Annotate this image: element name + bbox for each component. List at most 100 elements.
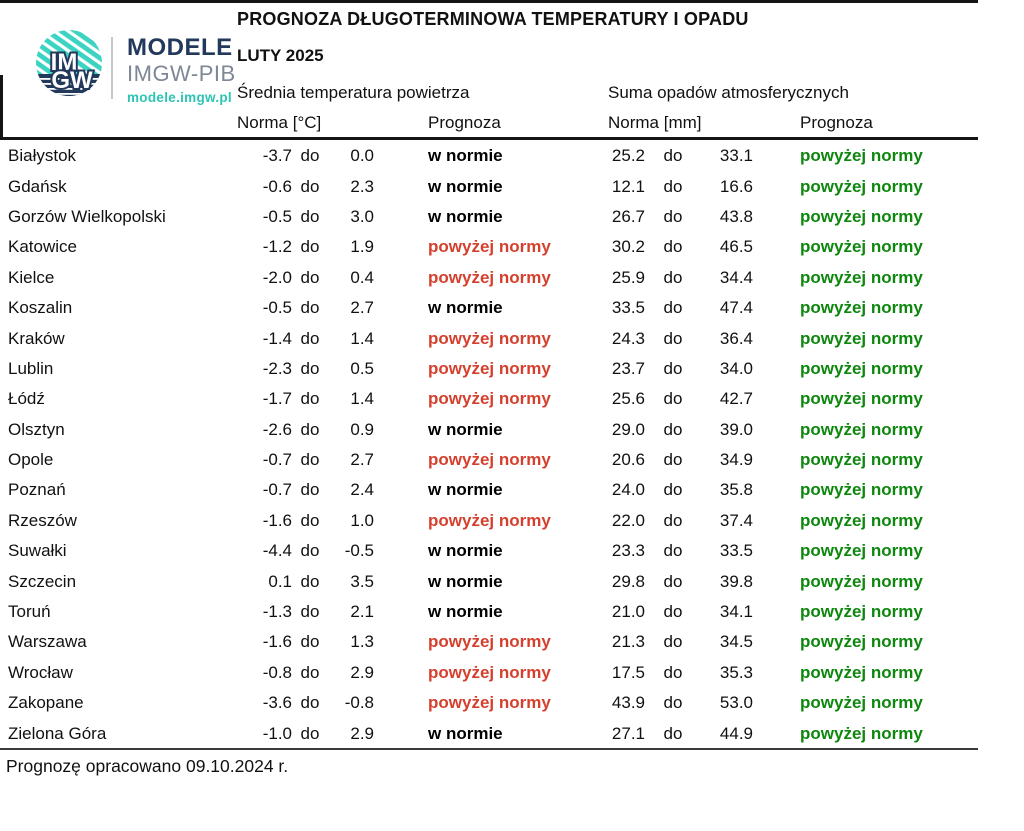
table-row: Szczecin 0.1 do 3.5 w normie 29.8 do 39.… <box>0 566 1010 596</box>
range-separator: do <box>663 693 683 713</box>
temp-norm-max: 2.4 <box>350 480 374 500</box>
brand-url: modele.imgw.pl <box>127 90 232 105</box>
temp-forecast: powyżej normy <box>428 662 551 682</box>
precip-norm-min: 23.3 <box>611 541 645 561</box>
table-row: Olsztyn -2.6 do 0.9 w normie 29.0 do 39.… <box>0 415 1010 445</box>
city-name: Rzeszów <box>8 510 77 530</box>
precip-forecast: powyżej normy <box>800 358 923 378</box>
table-row: Łódź -1.7 do 1.4 powyżej normy 25.6 do 4… <box>0 384 1010 414</box>
precip-forecast: powyżej normy <box>800 693 923 713</box>
precip-norm-min: 17.5 <box>611 662 645 682</box>
page-title: PROGNOZA DŁUGOTERMINOWA TEMPERATURY I OP… <box>237 9 749 29</box>
range-separator: do <box>300 389 320 409</box>
temp-norm-min: -0.6 <box>262 176 292 196</box>
precip-norm-max: 39.8 <box>719 571 753 591</box>
city-name: Kraków <box>8 328 65 348</box>
temp-norm-max: 2.7 <box>350 450 374 470</box>
temp-forecast: powyżej normy <box>428 358 551 378</box>
city-name: Szczecin <box>8 571 77 591</box>
table-top-border <box>0 0 978 3</box>
precip-norm-min: 25.6 <box>611 389 645 409</box>
temp-norm-min: -2.6 <box>262 419 292 439</box>
temp-norm-max: 1.3 <box>350 632 374 652</box>
temp-norm-min: -3.7 <box>262 146 292 166</box>
precip-norm-max: 43.8 <box>719 206 753 226</box>
city-name: Gorzów Wielkopolski <box>8 206 166 226</box>
range-separator: do <box>300 146 320 166</box>
temp-norm-min: -3.6 <box>262 693 292 713</box>
table-row: Zakopane -3.6 do -0.8 powyżej normy 43.9… <box>0 688 1010 718</box>
precip-forecast: powyżej normy <box>800 146 923 166</box>
precip-forecast: powyżej normy <box>800 267 923 287</box>
precip-forecast: powyżej normy <box>800 328 923 348</box>
precip-forecast: powyżej normy <box>800 389 923 409</box>
precip-forecast: powyżej normy <box>800 480 923 500</box>
temp-norm-max: -0.8 <box>344 693 374 713</box>
temp-forecast: w normie <box>428 541 503 561</box>
city-name: Zakopane <box>8 693 84 713</box>
brand-modele: MODELE <box>127 34 233 61</box>
precip-forecast: powyżej normy <box>800 662 923 682</box>
temp-forecast: powyżej normy <box>428 237 551 257</box>
table-row: Zielona Góra -1.0 do 2.9 w normie 27.1 d… <box>0 718 1010 748</box>
city-name: Koszalin <box>8 298 73 318</box>
temp-forecast: w normie <box>428 602 503 622</box>
temp-forecast: powyżej normy <box>428 693 551 713</box>
range-separator: do <box>300 298 320 318</box>
temp-norm-min: 0.1 <box>268 571 292 591</box>
temp-forecast: powyżej normy <box>428 450 551 470</box>
range-separator: do <box>300 450 320 470</box>
temp-forecast: powyżej normy <box>428 267 551 287</box>
temp-norm-max: 2.9 <box>350 662 374 682</box>
table-bottom-border <box>0 748 978 750</box>
precip-norm-max: 33.5 <box>719 541 753 561</box>
range-separator: do <box>663 571 683 591</box>
temp-norm-min: -0.8 <box>262 662 292 682</box>
precip-forecast: powyżej normy <box>800 419 923 439</box>
temp-norm-min: -2.0 <box>262 267 292 287</box>
temp-norm-min: -1.6 <box>262 510 292 530</box>
temp-forecast: w normie <box>428 419 503 439</box>
precip-norm-max: 33.1 <box>719 146 753 166</box>
temp-norm-max: -0.5 <box>344 541 374 561</box>
temp-norm-min: -0.7 <box>262 480 292 500</box>
imgw-logo-icon: IM GW <box>36 30 102 101</box>
precip-norm-min: 43.9 <box>611 693 645 713</box>
precip-norm-min: 22.0 <box>611 510 645 530</box>
precip-norm-min: 20.6 <box>611 450 645 470</box>
temp-norm-min: -1.4 <box>262 328 292 348</box>
precip-norm-min: 29.8 <box>611 571 645 591</box>
range-separator: do <box>663 206 683 226</box>
precip-norm-min: 25.9 <box>611 267 645 287</box>
city-name: Opole <box>8 450 54 470</box>
temp-norm-min: -2.3 <box>262 358 292 378</box>
range-separator: do <box>663 541 683 561</box>
temp-forecast: w normie <box>428 176 503 196</box>
precip-forecast: powyżej normy <box>800 510 923 530</box>
precip-norm-max: 42.7 <box>719 389 753 409</box>
range-separator: do <box>300 419 320 439</box>
city-name: Poznań <box>8 480 66 500</box>
precip-norm-max: 37.4 <box>719 510 753 530</box>
temp-forecast-column-header: Prognoza <box>428 113 501 132</box>
city-name: Zielona Góra <box>8 723 107 743</box>
temp-forecast: powyżej normy <box>428 510 551 530</box>
precip-norm-column-header: Norma [mm] <box>608 113 702 132</box>
table-row: Kraków -1.4 do 1.4 powyżej normy 24.3 do… <box>0 323 1010 353</box>
table-row: Kielce -2.0 do 0.4 powyżej normy 25.9 do… <box>0 263 1010 293</box>
precip-norm-min: 21.0 <box>611 602 645 622</box>
precip-norm-min: 12.1 <box>611 176 645 196</box>
range-separator: do <box>663 632 683 652</box>
precip-forecast: powyżej normy <box>800 450 923 470</box>
precip-section-header: Suma opadów atmosferycznych <box>608 83 849 102</box>
footer-note: Prognozę opracowano 09.10.2024 r. <box>6 756 289 776</box>
range-separator: do <box>663 419 683 439</box>
temp-forecast: w normie <box>428 723 503 743</box>
precip-norm-max: 34.0 <box>719 358 753 378</box>
precip-forecast: powyżej normy <box>800 723 923 743</box>
table-row: Wrocław -0.8 do 2.9 powyżej normy 17.5 d… <box>0 658 1010 688</box>
table-row: Rzeszów -1.6 do 1.0 powyżej normy 22.0 d… <box>0 506 1010 536</box>
logo-divider <box>111 37 113 99</box>
temp-norm-min: -1.7 <box>262 389 292 409</box>
temp-norm-max: 0.4 <box>350 267 374 287</box>
